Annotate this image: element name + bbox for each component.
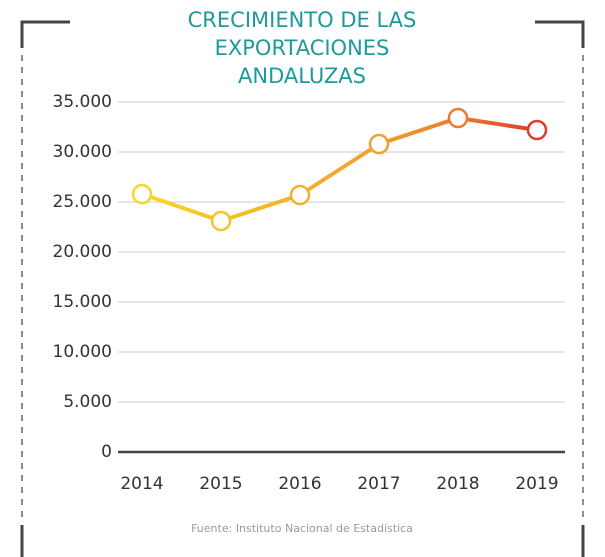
point	[526, 119, 548, 141]
point	[289, 184, 311, 206]
y-tick-label: 10.000	[53, 342, 112, 362]
x-tick-label: 2017	[357, 474, 400, 494]
y-tick-label: 0	[101, 442, 112, 462]
y-tick-label: 20.000	[53, 242, 112, 262]
x-tick-label: 2019	[515, 474, 558, 494]
line	[141, 116, 538, 223]
point	[210, 210, 232, 232]
frame	[20, 20, 585, 557]
y-tick-label: 15.000	[53, 292, 112, 312]
x-tick-label: 2018	[436, 474, 479, 494]
point	[368, 133, 390, 155]
x-tick-label: 2014	[120, 474, 163, 494]
chart-title: CRECIMIENTO DE LAS EXPORTACIONES ANDALUZ…	[187, 8, 417, 88]
point	[447, 107, 469, 129]
y-tick-label: 35.000	[53, 92, 112, 112]
point	[131, 183, 153, 205]
y-tick-label: 5.000	[63, 392, 112, 412]
x-tick-label: 2016	[278, 474, 321, 494]
y-tick-label: 25.000	[53, 192, 112, 212]
y-tick-label: 30.000	[53, 142, 112, 162]
x-tick-label: 2015	[199, 474, 242, 494]
source: Fuente: Instituto Nacional de Estadístic…	[191, 522, 413, 535]
